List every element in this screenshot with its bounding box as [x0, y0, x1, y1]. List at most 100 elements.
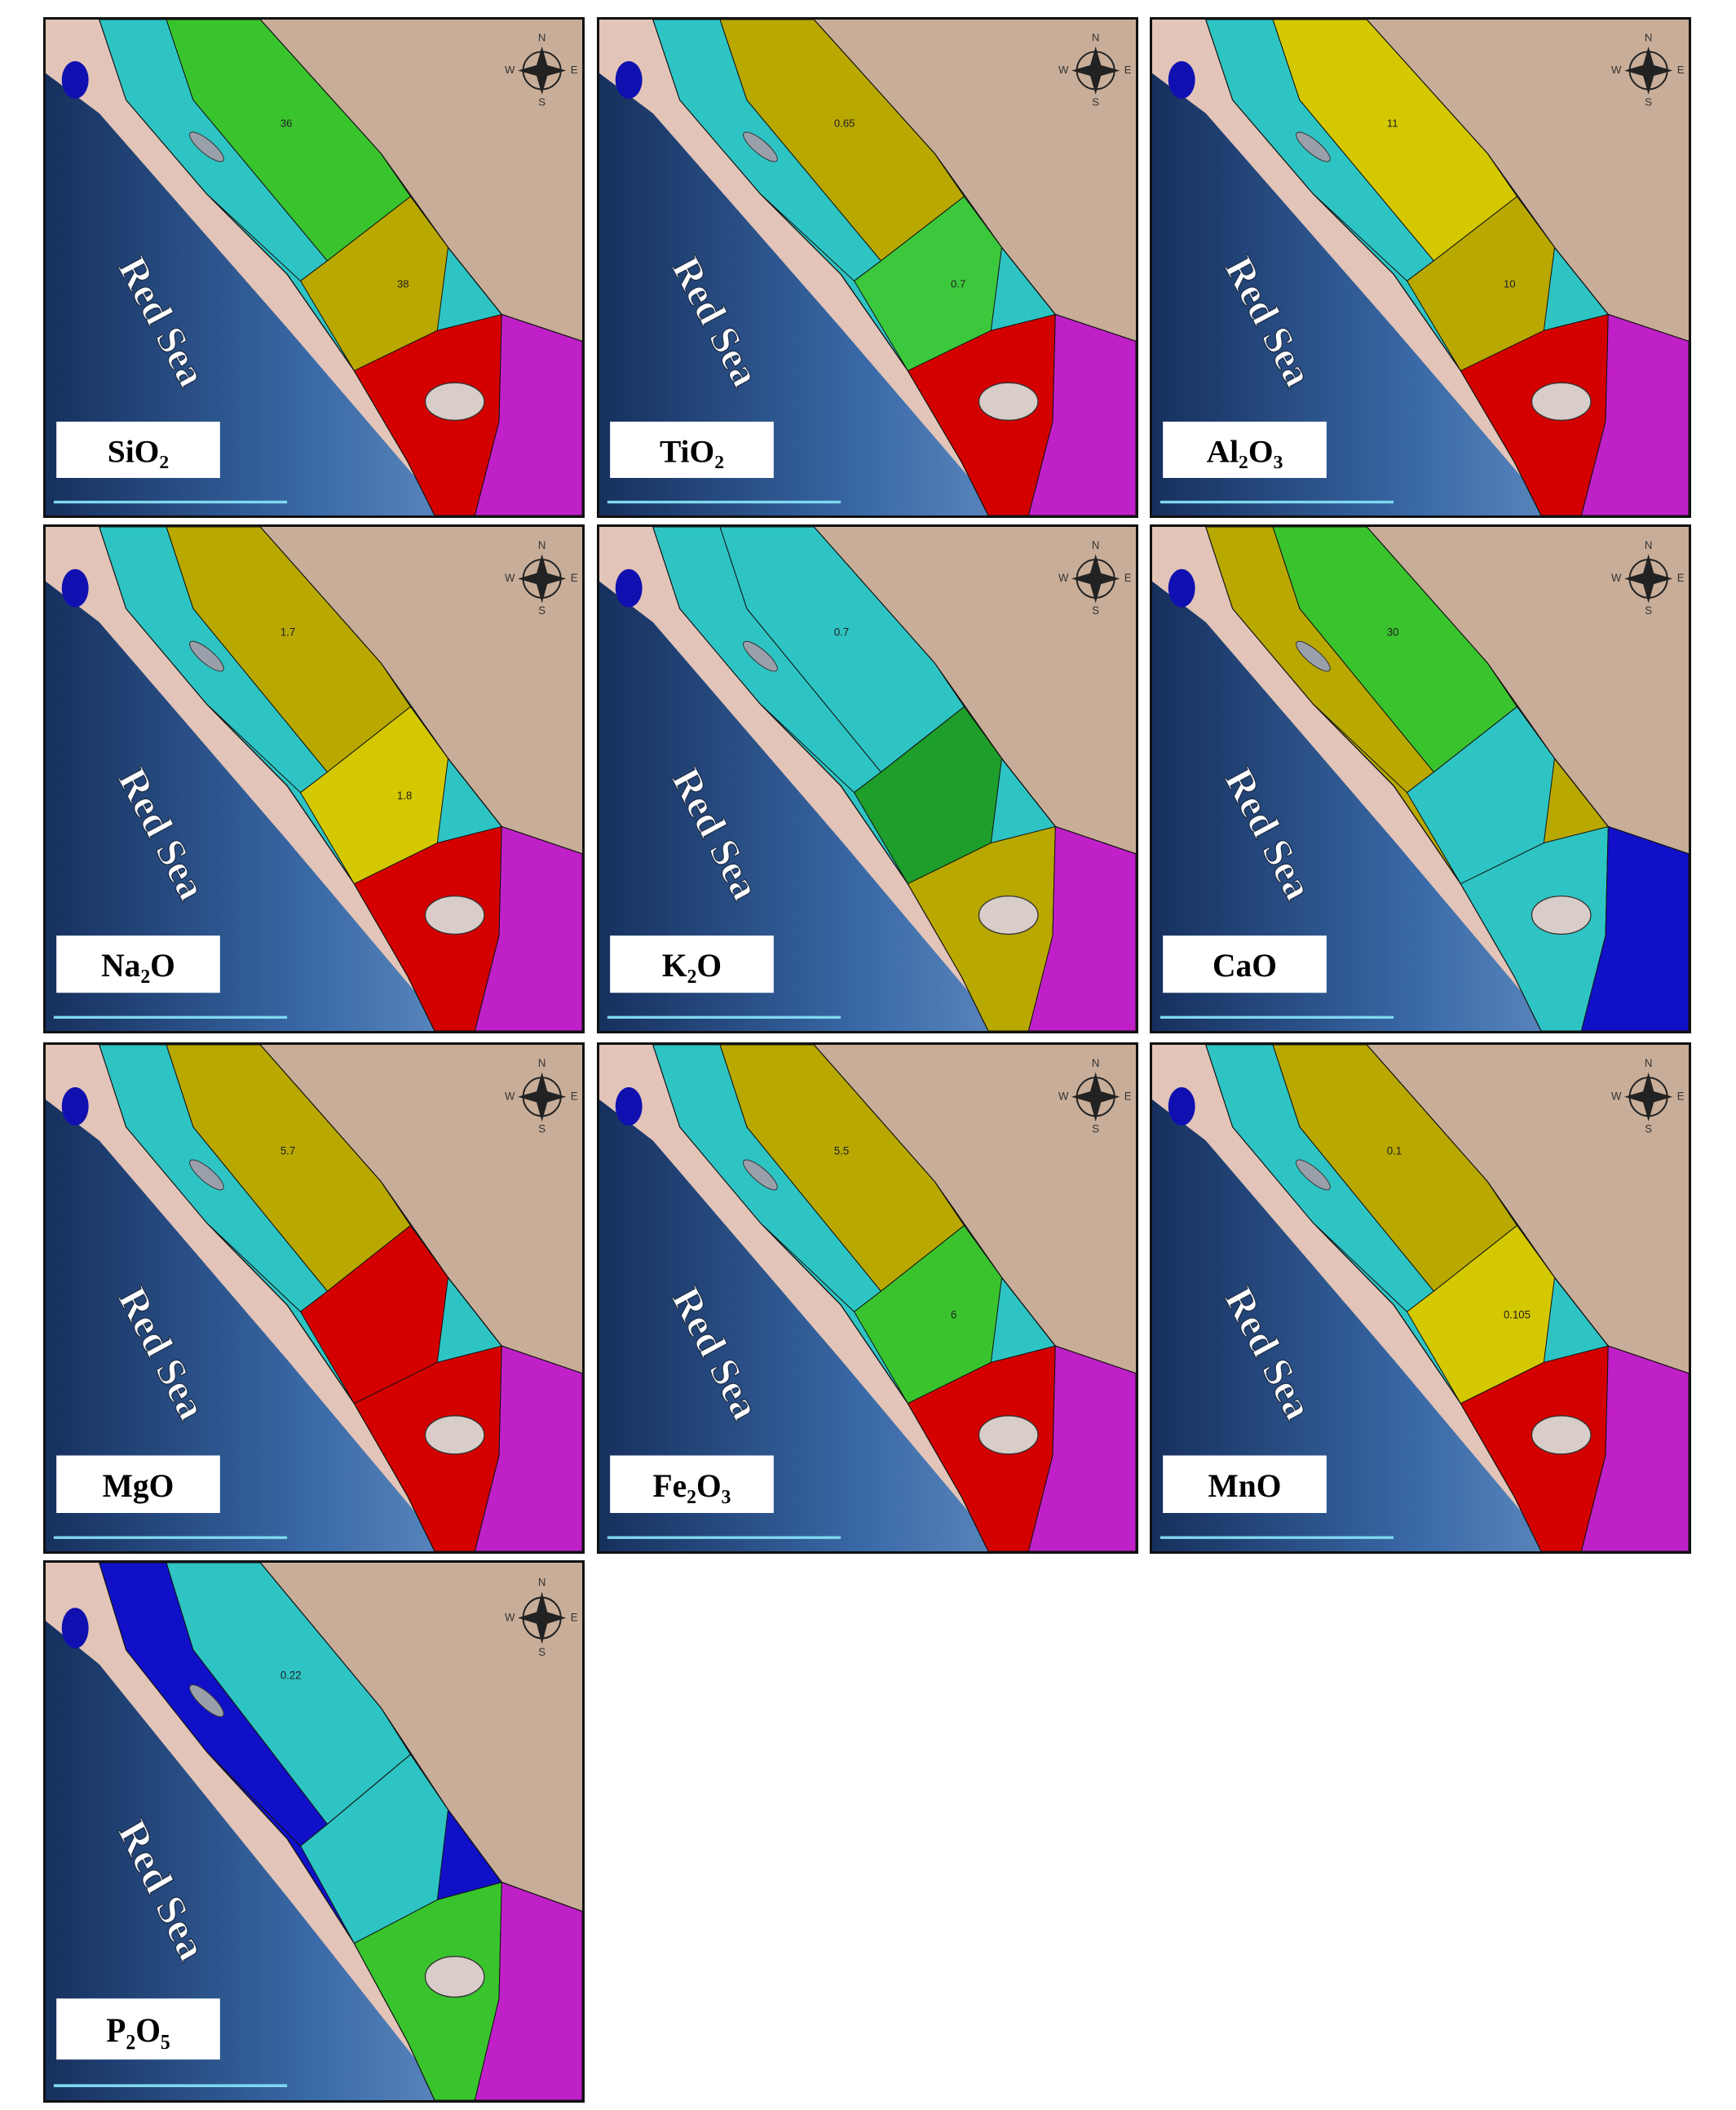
compass-w: W	[505, 64, 515, 76]
compass-star	[518, 1591, 567, 1644]
compass-n: N	[538, 1576, 546, 1589]
compass-w: W	[1611, 1090, 1622, 1102]
oxide-label: K₂O	[662, 948, 722, 984]
island	[424, 382, 485, 421]
compass-star	[1071, 46, 1120, 95]
label-box	[1163, 1455, 1327, 1514]
compass-e: E	[1677, 1090, 1685, 1102]
contour-label: 0.7	[951, 278, 965, 290]
contour-label: 36	[280, 117, 293, 129]
compass-e: E	[1124, 572, 1132, 584]
nw-patch	[61, 568, 89, 608]
map-panel: 0.22 N S E W Red Sea P₂O₅	[43, 1560, 585, 2103]
compass-star	[518, 1072, 567, 1121]
compass-star	[1624, 554, 1673, 604]
map-panel: 5.5 6 N S E W Red Sea Fe₂O₃	[597, 1042, 1138, 1554]
contour-zone	[1027, 313, 1136, 515]
compass-n: N	[538, 1057, 546, 1069]
oxide-label: MnO	[1208, 1467, 1282, 1504]
contour-label: 0.22	[280, 1669, 302, 1682]
contour-zone	[1027, 1345, 1136, 1551]
compass-e: E	[571, 1090, 578, 1102]
contour-zone	[474, 825, 582, 1031]
compass-s: S	[1645, 604, 1652, 617]
compass-n: N	[1092, 539, 1100, 551]
island	[978, 895, 1039, 936]
island	[1296, 131, 1331, 162]
map-panel: 30 N S E W Red Sea CaO	[1150, 524, 1691, 1033]
compass-w: W	[1058, 1090, 1069, 1102]
compass-n: N	[538, 539, 546, 551]
island	[189, 640, 224, 672]
island	[1531, 895, 1592, 936]
compass-s: S	[538, 1122, 546, 1135]
island	[743, 640, 778, 672]
compass-w: W	[1058, 572, 1069, 584]
compass-s: S	[1092, 604, 1099, 617]
contour-label: 1.8	[397, 790, 412, 802]
oxide-label: Fe₂O₃	[653, 1467, 731, 1504]
compass-n: N	[1092, 1057, 1099, 1069]
nw-patch	[1168, 60, 1195, 99]
contour-label: 11	[1387, 117, 1398, 129]
compass-star	[1624, 1072, 1673, 1121]
island	[424, 895, 485, 936]
contour-label: 1.7	[280, 626, 295, 639]
compass-w: W	[1611, 572, 1622, 584]
compass-s: S	[538, 604, 546, 617]
contour-zone	[474, 1882, 582, 2100]
island	[1296, 1159, 1331, 1191]
oxide-label: SiO₂	[108, 433, 169, 469]
compass-n: N	[1645, 31, 1653, 43]
label-box	[56, 1455, 220, 1514]
island	[743, 131, 778, 162]
compass-w: W	[1058, 64, 1069, 76]
compass-w: W	[505, 1090, 515, 1102]
compass-s: S	[1645, 95, 1652, 108]
nw-patch	[61, 1087, 89, 1126]
compass-e: E	[571, 572, 578, 584]
label-box	[1163, 421, 1327, 478]
compass-s: S	[1092, 95, 1099, 108]
map-panel: 36 38 N S E W Red Sea SiO₂	[43, 17, 585, 518]
island	[424, 1415, 485, 1455]
nw-patch	[1168, 1087, 1195, 1126]
oxide-label: P₂O₅	[106, 2010, 170, 2050]
contour-label: 0.1	[1387, 1144, 1402, 1157]
label-box	[610, 421, 774, 478]
compass-e: E	[1677, 64, 1685, 76]
contour-label: 0.105	[1504, 1309, 1531, 1321]
label-box	[56, 936, 220, 993]
compass-n: N	[1645, 1057, 1652, 1069]
nw-patch	[615, 60, 643, 99]
island	[424, 1955, 485, 1998]
label-box	[610, 936, 774, 993]
map-panel: 5.7 N S E W Red Sea MgO	[43, 1042, 585, 1554]
compass-star	[1624, 46, 1673, 95]
compass-e: E	[1124, 64, 1132, 76]
compass-w: W	[505, 1611, 515, 1624]
nw-patch	[61, 1608, 89, 1649]
contour-label: 10	[1504, 278, 1516, 290]
nw-patch	[615, 1087, 643, 1126]
oxide-label: MgO	[103, 1467, 174, 1504]
nw-patch	[61, 60, 89, 99]
oxide-label: Al₂O₃	[1207, 433, 1283, 469]
oxide-label: CaO	[1213, 948, 1277, 984]
contour-zone	[1580, 313, 1689, 515]
label-box	[56, 1998, 220, 2060]
island	[1531, 382, 1592, 421]
label-box	[56, 421, 220, 478]
contour-label: 30	[1387, 626, 1399, 639]
contour-zone	[1580, 825, 1689, 1031]
map-panel: 0.1 0.105 N S E W Red Sea MnO	[1150, 1042, 1691, 1554]
